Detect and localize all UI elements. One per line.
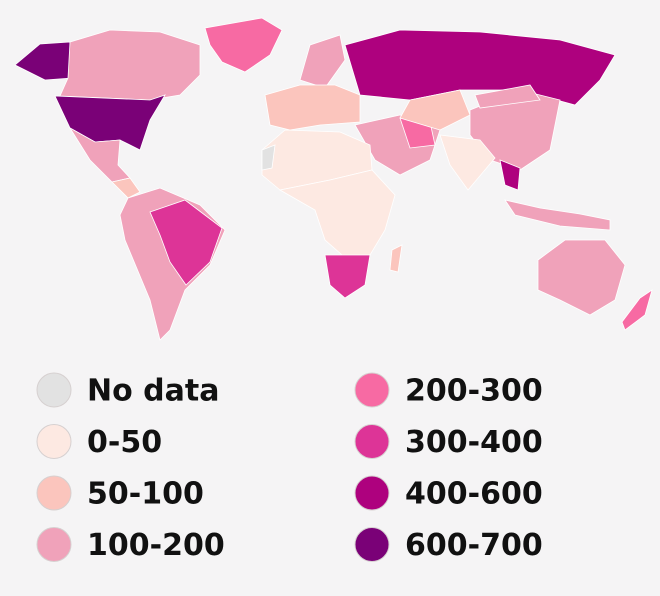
legend-swatch bbox=[36, 424, 72, 459]
legend: No data 0-50 50-100 100-200 200-300 300-400 40… bbox=[36, 372, 543, 563]
legend-swatch bbox=[354, 527, 390, 562]
legend-swatch bbox=[36, 372, 72, 408]
australia bbox=[537, 239, 626, 316]
india bbox=[439, 134, 496, 191]
legend-swatch bbox=[36, 527, 72, 562]
legend-label: 50-100 bbox=[87, 477, 204, 512]
legend-label: 400-600 bbox=[405, 477, 543, 512]
central-america bbox=[111, 177, 141, 199]
central-asia bbox=[399, 89, 471, 131]
legend-swatch bbox=[354, 372, 390, 408]
brazil bbox=[149, 199, 223, 286]
sahel-no-data bbox=[261, 144, 276, 171]
legend-swatch bbox=[36, 475, 72, 511]
europe bbox=[264, 84, 361, 131]
alaska bbox=[14, 41, 73, 81]
legend-label: 600-700 bbox=[405, 528, 543, 563]
russia bbox=[344, 29, 616, 106]
new-zealand bbox=[621, 289, 653, 331]
legend-label: No data bbox=[87, 374, 219, 409]
southern-africa bbox=[324, 254, 371, 299]
legend-swatch bbox=[354, 475, 390, 511]
canada bbox=[59, 29, 201, 101]
greenland bbox=[204, 17, 283, 73]
madagascar bbox=[389, 244, 403, 273]
scandinavia bbox=[299, 34, 346, 89]
southeast-asia bbox=[499, 159, 521, 191]
indonesia bbox=[504, 199, 611, 231]
legend-label: 300-400 bbox=[405, 425, 543, 460]
mexico bbox=[69, 127, 131, 183]
legend-label: 100-200 bbox=[87, 528, 225, 563]
legend-swatch bbox=[354, 424, 390, 459]
sub-saharan-africa bbox=[278, 169, 396, 263]
legend-label: 200-300 bbox=[405, 374, 543, 409]
legend-label: 0-50 bbox=[87, 425, 162, 460]
mongolia bbox=[474, 84, 541, 109]
world-map bbox=[14, 17, 653, 341]
